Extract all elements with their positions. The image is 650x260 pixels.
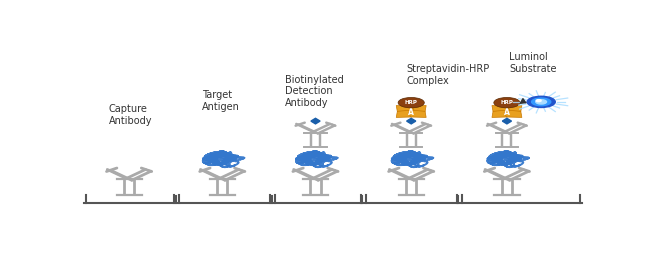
Polygon shape — [311, 118, 320, 124]
Text: Capture
Antibody: Capture Antibody — [109, 105, 153, 126]
Circle shape — [398, 98, 424, 108]
Circle shape — [536, 100, 541, 102]
Polygon shape — [396, 106, 414, 113]
Polygon shape — [408, 106, 426, 113]
Polygon shape — [504, 110, 522, 118]
Circle shape — [527, 96, 555, 107]
Polygon shape — [504, 106, 522, 113]
Polygon shape — [407, 118, 416, 124]
Circle shape — [494, 98, 520, 108]
Text: Target
Antigen: Target Antigen — [202, 90, 240, 112]
Polygon shape — [492, 106, 510, 113]
Text: Biotinylated
Detection
Antibody: Biotinylated Detection Antibody — [285, 75, 344, 108]
Text: Streptavidin-HRP
Complex: Streptavidin-HRP Complex — [406, 64, 489, 86]
Text: HRP: HRP — [405, 100, 418, 105]
Text: A: A — [504, 108, 510, 117]
Text: HRP: HRP — [500, 100, 514, 105]
Text: Luminol
Substrate: Luminol Substrate — [510, 53, 557, 74]
Text: A: A — [408, 108, 414, 117]
Circle shape — [532, 98, 551, 106]
Polygon shape — [408, 110, 426, 118]
Polygon shape — [492, 110, 510, 118]
Polygon shape — [502, 118, 512, 124]
Circle shape — [536, 100, 547, 104]
Polygon shape — [396, 110, 414, 118]
